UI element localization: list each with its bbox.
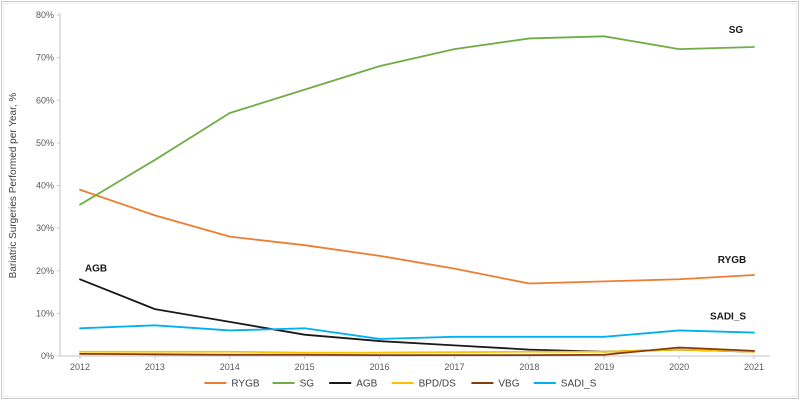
x-tick-label: 2012: [70, 362, 90, 372]
x-tick-label: 2016: [370, 362, 390, 372]
series-label-sadi-s: SADI_S: [710, 312, 746, 323]
y-axis-title: Bariatric Surgeries Performed per Year, …: [8, 93, 19, 279]
legend-item-rygb: RYGB: [204, 379, 260, 390]
legend-label: SADI_S: [561, 379, 597, 390]
series-line-rygb: [79, 188, 755, 285]
legend-item-bpd-ds: BPD/DS: [391, 379, 457, 390]
x-tick-label: 2019: [594, 362, 614, 372]
legend-label: SG: [300, 379, 315, 390]
legend-label: VBG: [498, 379, 519, 390]
series-label-agb: AGB: [85, 263, 107, 274]
x-tick-label: 2017: [444, 362, 464, 372]
legend-item-agb: AGB: [329, 379, 378, 390]
series-line-sg: [79, 35, 755, 206]
x-tick-label: 2014: [220, 362, 240, 372]
y-tick-label: 30%: [36, 223, 54, 233]
y-tick-label: 60%: [36, 95, 54, 105]
y-tick-label: 10%: [36, 308, 54, 318]
x-tick-label: 2018: [519, 362, 539, 372]
series-label-rygb: RYGB: [718, 255, 747, 266]
legend-item-vbg: VBG: [471, 379, 520, 390]
legend-item-sg: SG: [272, 379, 315, 390]
y-tick-label: 20%: [36, 266, 54, 276]
series-label-sg: SG: [729, 25, 744, 36]
series-line-vbg: [79, 346, 755, 357]
legend-label: RYGB: [231, 379, 259, 390]
legend-label: BPD/DS: [419, 379, 457, 390]
y-tick-label: 40%: [36, 181, 54, 191]
x-tick-label: 2013: [145, 362, 165, 372]
series-line-agb: [79, 278, 755, 353]
x-tick-label: 2021: [744, 362, 764, 372]
y-tick-label: 70%: [36, 53, 54, 63]
legend-item-sadi-s: SADI_S: [533, 379, 597, 390]
legend: RYGB SG AGB BPD/DS VBG SADI_S: [204, 379, 597, 390]
y-tick-label: 80%: [36, 10, 54, 20]
x-tick-label: 2020: [669, 362, 689, 372]
series-line-sadi-s: [79, 324, 755, 340]
y-tick-label: 50%: [36, 138, 54, 148]
legend-label: AGB: [356, 379, 377, 390]
y-tick-label: 0%: [41, 351, 54, 361]
x-tick-label: 2015: [295, 362, 315, 372]
